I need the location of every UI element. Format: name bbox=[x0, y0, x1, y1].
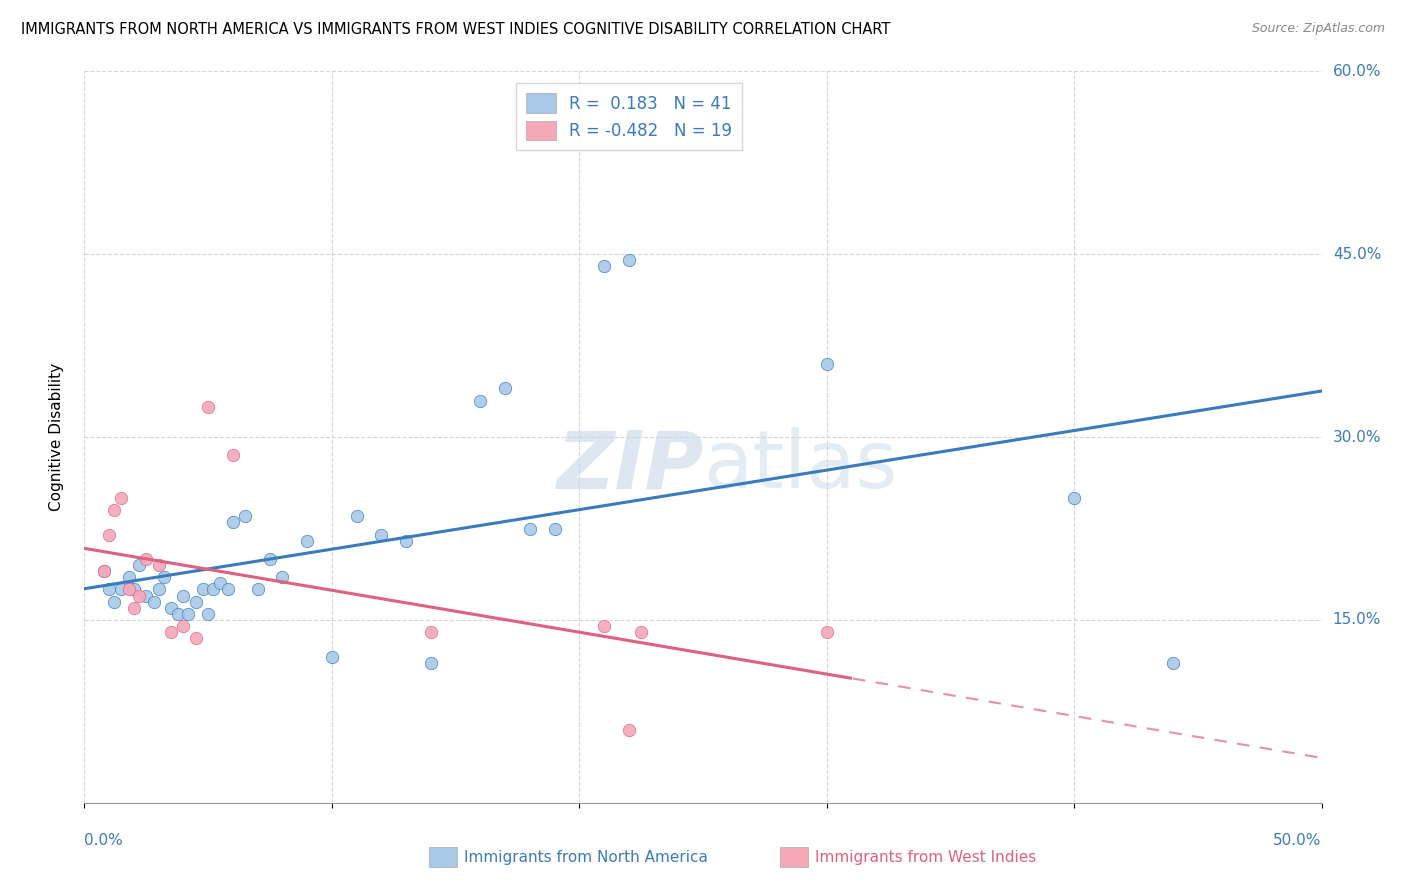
Point bbox=[617, 723, 640, 737]
Text: 0.0%: 0.0% bbox=[84, 833, 124, 848]
Point bbox=[135, 552, 157, 566]
Point bbox=[184, 632, 207, 646]
Point bbox=[93, 564, 115, 578]
Text: Immigrants from North America: Immigrants from North America bbox=[464, 850, 707, 864]
Point bbox=[233, 509, 256, 524]
Point bbox=[370, 527, 392, 541]
Point bbox=[419, 656, 441, 670]
Y-axis label: Cognitive Disability: Cognitive Disability bbox=[49, 363, 63, 511]
Point bbox=[395, 533, 418, 548]
Point bbox=[419, 625, 441, 640]
Text: 45.0%: 45.0% bbox=[1333, 247, 1381, 261]
Point bbox=[321, 649, 343, 664]
Point bbox=[110, 491, 132, 505]
Point bbox=[617, 253, 640, 268]
Point bbox=[152, 570, 174, 584]
Point bbox=[135, 589, 157, 603]
Point bbox=[142, 594, 165, 608]
Point bbox=[122, 600, 145, 615]
Text: 15.0%: 15.0% bbox=[1333, 613, 1381, 627]
Point bbox=[209, 576, 232, 591]
Point bbox=[160, 600, 183, 615]
Point bbox=[815, 357, 838, 371]
Text: ZIP: ZIP bbox=[555, 427, 703, 506]
Point bbox=[148, 582, 170, 597]
Point bbox=[1161, 656, 1184, 670]
Point bbox=[172, 589, 194, 603]
Text: Immigrants from West Indies: Immigrants from West Indies bbox=[815, 850, 1036, 864]
Point bbox=[172, 619, 194, 633]
Point bbox=[259, 552, 281, 566]
Point bbox=[271, 570, 294, 584]
Legend: R =  0.183   N = 41, R = -0.482   N = 19: R = 0.183 N = 41, R = -0.482 N = 19 bbox=[516, 83, 742, 150]
Point bbox=[197, 400, 219, 414]
Point bbox=[184, 594, 207, 608]
Point bbox=[197, 607, 219, 621]
Point bbox=[593, 260, 616, 274]
Point bbox=[346, 509, 368, 524]
Point bbox=[160, 625, 183, 640]
Text: IMMIGRANTS FROM NORTH AMERICA VS IMMIGRANTS FROM WEST INDIES COGNITIVE DISABILIT: IMMIGRANTS FROM NORTH AMERICA VS IMMIGRA… bbox=[21, 22, 890, 37]
Point bbox=[494, 381, 516, 395]
Point bbox=[519, 521, 541, 535]
Point bbox=[1063, 491, 1085, 505]
Point bbox=[543, 521, 565, 535]
Text: 60.0%: 60.0% bbox=[1333, 64, 1381, 78]
Point bbox=[246, 582, 269, 597]
Point bbox=[118, 582, 141, 597]
Text: atlas: atlas bbox=[703, 427, 897, 506]
Point bbox=[202, 582, 225, 597]
Point bbox=[191, 582, 214, 597]
Point bbox=[815, 625, 838, 640]
Point bbox=[177, 607, 200, 621]
Point bbox=[593, 619, 616, 633]
Point bbox=[222, 516, 245, 530]
Point bbox=[128, 589, 150, 603]
Point bbox=[103, 503, 125, 517]
Point bbox=[110, 582, 132, 597]
Text: 50.0%: 50.0% bbox=[1274, 833, 1322, 848]
Point bbox=[630, 625, 652, 640]
Point bbox=[148, 558, 170, 573]
Point bbox=[295, 533, 318, 548]
Point bbox=[122, 582, 145, 597]
Point bbox=[98, 527, 121, 541]
Point bbox=[128, 558, 150, 573]
Point bbox=[103, 594, 125, 608]
Text: Source: ZipAtlas.com: Source: ZipAtlas.com bbox=[1251, 22, 1385, 36]
Point bbox=[93, 564, 115, 578]
Point bbox=[98, 582, 121, 597]
Point bbox=[470, 393, 492, 408]
Point bbox=[217, 582, 239, 597]
Point bbox=[222, 449, 245, 463]
Point bbox=[118, 570, 141, 584]
Text: 30.0%: 30.0% bbox=[1333, 430, 1381, 444]
Point bbox=[167, 607, 190, 621]
